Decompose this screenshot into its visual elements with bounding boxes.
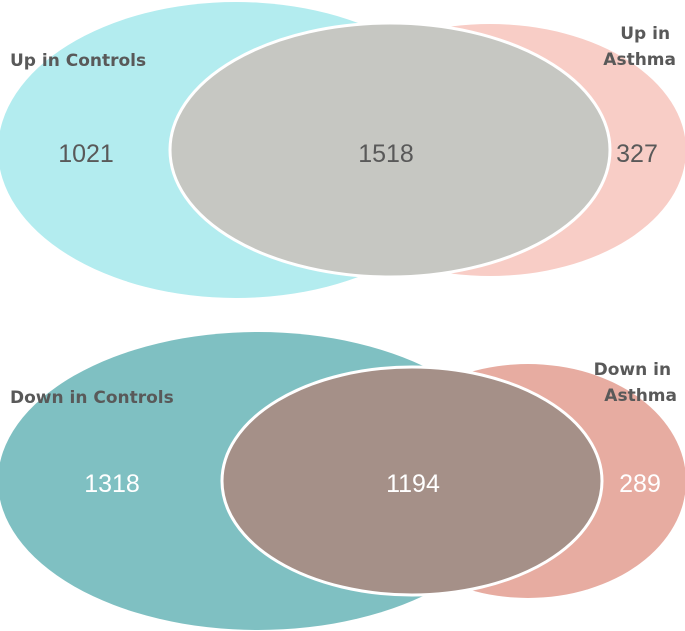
left-set-label-down: Down in Controls	[10, 388, 174, 408]
label-line: Down in Controls	[10, 388, 174, 408]
label-line: Up in Controls	[10, 51, 146, 71]
venn-down: Down in Controls Down in Asthma 1318 119…	[0, 332, 685, 630]
intersection-count-up: 1518	[358, 140, 414, 168]
left-only-count-down: 1318	[84, 470, 140, 498]
intersection-ellipse-down	[220, 365, 604, 597]
label-line: Down in	[594, 360, 671, 380]
right-set-label-up: Up in Asthma	[603, 24, 676, 70]
right-only-count-down: 289	[619, 470, 661, 498]
label-line: Asthma	[604, 386, 677, 406]
right-set-label-down: Down in Asthma	[594, 360, 677, 406]
left-only-count-up: 1021	[58, 140, 114, 168]
intersection-ellipse-up	[168, 21, 612, 279]
right-only-count-up: 327	[616, 140, 658, 168]
label-line: Up in	[620, 24, 670, 44]
venn-up: Up in Controls Up in Asthma 1021 1518 32…	[0, 2, 685, 298]
left-set-label-up: Up in Controls	[10, 51, 146, 71]
label-line: Asthma	[603, 50, 676, 70]
intersection-count-down: 1194	[386, 470, 440, 498]
